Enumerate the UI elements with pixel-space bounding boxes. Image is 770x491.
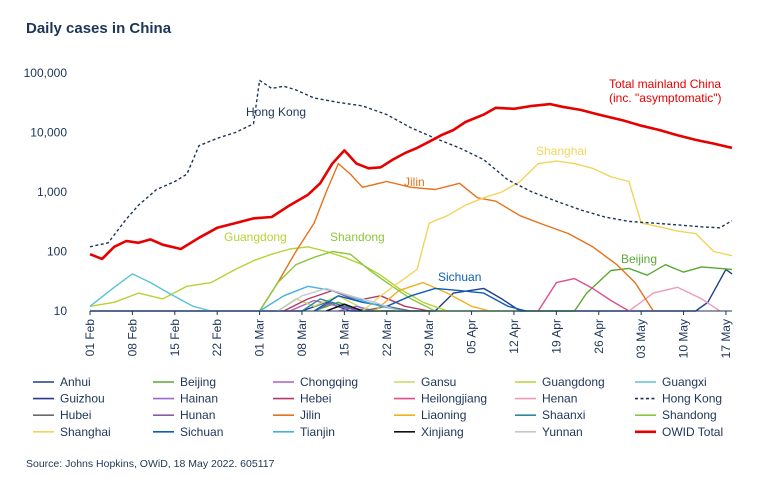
legend-label-sichuan: Sichuan bbox=[180, 425, 223, 439]
series-line-guangxi bbox=[89, 273, 212, 312]
x-tick-label: 22 Mar bbox=[380, 319, 394, 356]
annotation-shandong: Shandong bbox=[330, 230, 385, 244]
series-line-owid-total bbox=[89, 102, 733, 261]
x-tick-label: 03 May bbox=[634, 319, 648, 358]
legend-label-owid-total: OWID Total bbox=[662, 425, 723, 439]
legend-label-liaoning: Liaoning bbox=[421, 408, 466, 422]
legend-label-gansu: Gansu bbox=[421, 375, 456, 389]
x-tick-label: 10 May bbox=[677, 319, 691, 358]
legend-label-guangxi: Guangxi bbox=[662, 375, 707, 389]
legend-label-chongqing: Chongqing bbox=[300, 375, 358, 389]
legend-label-guizhou: Guizhou bbox=[60, 392, 105, 406]
x-tick-label: 29 Mar bbox=[422, 319, 436, 356]
annotation-jilin: Jilin bbox=[404, 175, 425, 189]
annotation-owid-total: Total mainland China bbox=[609, 77, 721, 91]
annotation-shanghai: Shanghai bbox=[536, 144, 587, 158]
legend-label-henan: Henan bbox=[542, 392, 577, 406]
legend-label-beijing: Beijing bbox=[180, 375, 216, 389]
series-line-guangdong bbox=[89, 246, 448, 312]
series-line-heilongjiang bbox=[537, 277, 630, 312]
y-tick-label: 10 bbox=[54, 304, 68, 318]
source-note: Source: Johns Hopkins, OWiD, 18 May 2022… bbox=[26, 458, 275, 470]
series-line-shanghai bbox=[362, 160, 733, 312]
x-tick-label: 19 Apr bbox=[549, 319, 563, 354]
x-tick-label: 08 Mar bbox=[295, 319, 309, 356]
legend-label-shandong: Shandong bbox=[662, 408, 717, 422]
legend-label-yunnan: Yunnan bbox=[542, 425, 583, 439]
legend: Anhui Beijing Chongqing Gansu Guangdong Guang… bbox=[33, 375, 723, 439]
legend-label-hubei: Hubei bbox=[60, 408, 91, 422]
x-tick-label: 01 Feb bbox=[83, 319, 97, 357]
x-tick-label: 26 Apr bbox=[592, 319, 606, 354]
series-line-shandong bbox=[259, 250, 436, 312]
annotation-sichuan: Sichuan bbox=[438, 270, 481, 284]
legend-label-anhui: Anhui bbox=[60, 375, 91, 389]
series-line-henan bbox=[628, 286, 721, 312]
legend-label-shanghai: Shanghai bbox=[60, 425, 111, 439]
annotations: Total mainland China(inc. "asymptomatic"… bbox=[224, 77, 722, 284]
x-tick-label: 22 Feb bbox=[210, 319, 224, 357]
legend-label-hebei: Hebei bbox=[300, 392, 331, 406]
x-tick-label: 17 May bbox=[719, 319, 733, 358]
y-tick-label: 1,000 bbox=[37, 185, 67, 199]
series-line-yunnan bbox=[277, 287, 400, 312]
y-tick-label: 100 bbox=[47, 245, 67, 259]
annotation-hong-kong: Hong Kong bbox=[246, 105, 306, 119]
x-tick-label: 05 Apr bbox=[465, 319, 479, 354]
legend-label-hunan: Hunan bbox=[180, 408, 215, 422]
legend-label-hainan: Hainan bbox=[180, 392, 218, 406]
legend-label-guangdong: Guangdong bbox=[542, 375, 605, 389]
annotation-guangdong: Guangdong bbox=[224, 230, 287, 244]
series-line-hong-kong bbox=[89, 79, 733, 248]
x-tick-label: 08 Feb bbox=[125, 319, 139, 357]
legend-label-heilongjiang: Heilongjiang bbox=[421, 392, 487, 406]
series-lines bbox=[89, 79, 733, 312]
x-tick-label: 15 Feb bbox=[168, 319, 182, 357]
annotation-owid-total: (inc. "asymptomatic") bbox=[609, 91, 722, 105]
series-line-anhui bbox=[90, 268, 733, 312]
series-line-xinjiang bbox=[325, 303, 363, 312]
legend-label-hong-kong: Hong Kong bbox=[662, 392, 722, 406]
y-tick-label: 10,000 bbox=[30, 126, 67, 140]
series-line-sichuan bbox=[313, 287, 527, 312]
annotation-beijing: Beijing bbox=[621, 252, 657, 266]
legend-label-tianjin: Tianjin bbox=[300, 425, 335, 439]
x-tick-label: 01 Mar bbox=[253, 319, 267, 356]
chart-title: Daily cases in China bbox=[26, 20, 172, 37]
series-line-jilin bbox=[259, 162, 654, 312]
x-tick-label: 12 Apr bbox=[507, 319, 521, 354]
legend-label-jilin: Jilin bbox=[300, 408, 321, 422]
x-tick-label: 15 Mar bbox=[337, 319, 351, 356]
y-tick-label: 100,000 bbox=[24, 66, 68, 80]
axes: 10 100 1,000 10,000 100,000 01 Feb 08 Feb 15 Fe… bbox=[24, 66, 733, 358]
legend-label-xinjiang: Xinjiang bbox=[421, 425, 464, 439]
legend-label-shaanxi: Shaanxi bbox=[542, 408, 585, 422]
